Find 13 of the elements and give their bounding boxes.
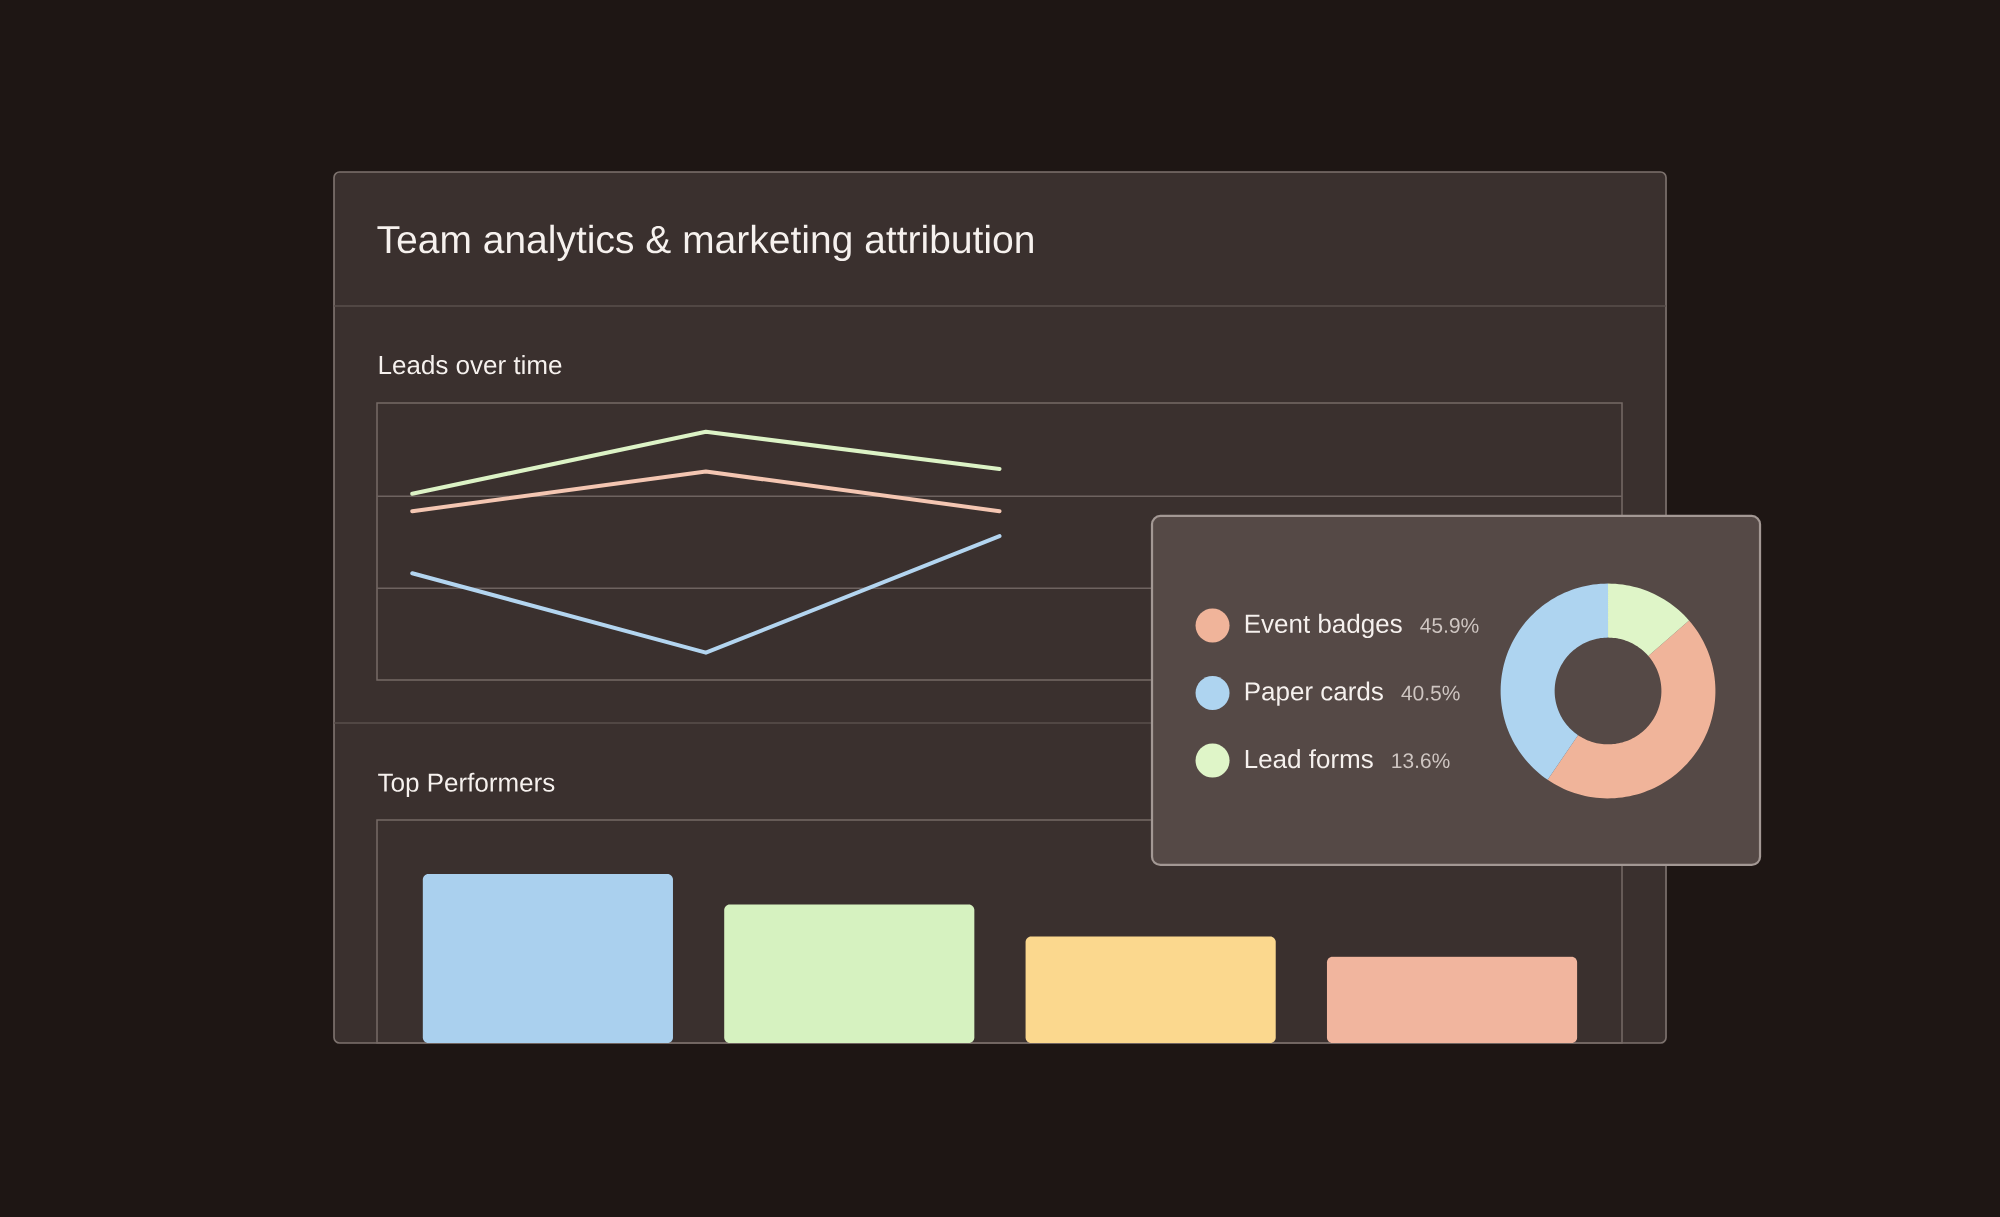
legend-label: Paper cards xyxy=(1245,681,1383,706)
legend-label: Lead forms xyxy=(1245,749,1373,769)
data-label: 40.5% xyxy=(1401,685,1460,701)
data-label: 45.9% xyxy=(1420,618,1479,633)
data-label: 13.6% xyxy=(1392,753,1450,769)
text: Team analytics & marketing attribution xyxy=(377,224,1033,262)
chart-title: Top Performers xyxy=(378,772,555,797)
bar xyxy=(1326,956,1578,1043)
bar xyxy=(1025,936,1276,1043)
chart-title: Leads over time xyxy=(379,355,562,375)
bar xyxy=(724,904,975,1043)
bar xyxy=(422,874,673,1043)
legend-label: Event badges xyxy=(1245,613,1402,639)
